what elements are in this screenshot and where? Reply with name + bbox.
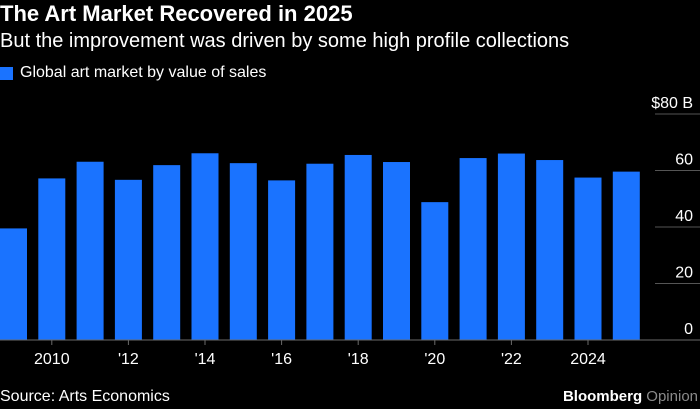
bar-2021 [459, 158, 487, 340]
bar-2014 [191, 153, 219, 340]
source-note: Source: Arts Economics [0, 388, 170, 405]
brand-section: Opinion [646, 388, 698, 405]
legend-label: Global art market by value of sales [20, 64, 267, 81]
y-tick-label: 20 [675, 265, 693, 282]
y-tick-label: $80 B [651, 95, 693, 112]
bar-2010 [38, 178, 66, 340]
bar-2019 [383, 162, 410, 340]
x-tick-label: '16 [271, 351, 292, 368]
y-tick-label: 60 [675, 152, 693, 169]
bar-2018 [344, 154, 372, 340]
x-tick-label: 2024 [570, 351, 606, 368]
bar-2022 [497, 153, 525, 340]
y-tick-label: 0 [684, 321, 693, 338]
legend: Global art market by value of sales [0, 63, 266, 83]
bar-2013 [153, 165, 181, 340]
bar-2016 [268, 180, 296, 340]
chart-title: The Art Market Recovered in 2025 [0, 1, 353, 26]
bar-2009 [0, 228, 27, 340]
brand-name: Bloomberg [562, 388, 643, 405]
bar-2012 [114, 179, 142, 340]
bar-2024 [574, 177, 602, 340]
bar-2017 [306, 163, 334, 340]
x-tick-label: 2010 [34, 351, 70, 368]
bar-2011 [76, 161, 104, 340]
bar-2023 [536, 160, 564, 340]
legend-swatch [0, 66, 13, 80]
x-tick-label: '18 [348, 351, 369, 368]
y-tick-label: 40 [675, 208, 693, 225]
x-tick-label: '14 [195, 351, 216, 368]
bar-2025 [612, 171, 640, 340]
x-tick-label: '20 [424, 351, 445, 368]
bar-2020 [421, 202, 449, 340]
x-tick-label: '22 [501, 351, 522, 368]
bar-2015 [229, 163, 257, 340]
brand-logo: Bloomberg Opinion [563, 387, 698, 407]
chart-subtitle: But the improvement was driven by some h… [0, 30, 570, 52]
x-tick-label: '12 [118, 351, 139, 368]
